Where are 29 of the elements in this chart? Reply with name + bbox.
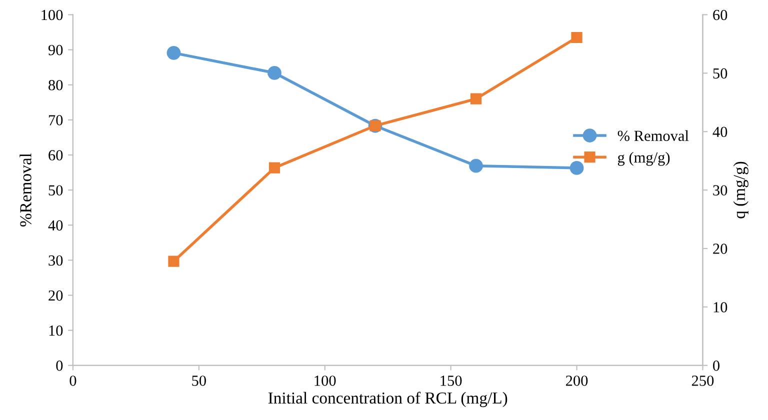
legend-label: % Removal — [618, 130, 689, 142]
y2-tick-label: 40 — [712, 126, 728, 138]
y-axis-title: %Removal — [20, 153, 32, 227]
x-tick-label: 50 — [192, 376, 206, 386]
x-tick-label: 0 — [70, 376, 76, 386]
y2-tick-label: 0 — [713, 360, 720, 371]
x-tick-label: 150 — [440, 376, 462, 386]
y-tick-label: 80 — [48, 80, 63, 90]
y-tick-label: 90 — [48, 44, 63, 56]
y-tick-label: 30 — [48, 255, 63, 266]
y2-tick-label: 60 — [713, 10, 728, 20]
y2-axis-title: q (mg/g) — [733, 162, 748, 218]
y-tick-label: 50 — [48, 185, 63, 196]
y2-tick-label: 10 — [714, 302, 728, 312]
x-tick-label: 250 — [692, 376, 714, 386]
y-tick-label: 10 — [49, 325, 63, 336]
y-tick-label: 0 — [56, 360, 63, 371]
y-tick-label: 40 — [48, 220, 63, 231]
y-tick-label: 70 — [48, 115, 63, 126]
y2-tick-label: 20 — [713, 244, 728, 254]
x-tick-label: 200 — [566, 376, 588, 386]
y-tick-label: 20 — [48, 290, 63, 301]
legend-label: g (mg/g) — [618, 152, 670, 166]
y2-tick-label: 50 — [713, 68, 728, 79]
y-tick-label: 100 — [42, 10, 63, 20]
x-axis-title: Initial concentration of RCL (mg/L) — [268, 392, 508, 408]
x-tick-label: 100 — [314, 376, 336, 386]
y2-tick-label: 30 — [713, 185, 728, 196]
y-tick-label: 60 — [48, 150, 63, 160]
